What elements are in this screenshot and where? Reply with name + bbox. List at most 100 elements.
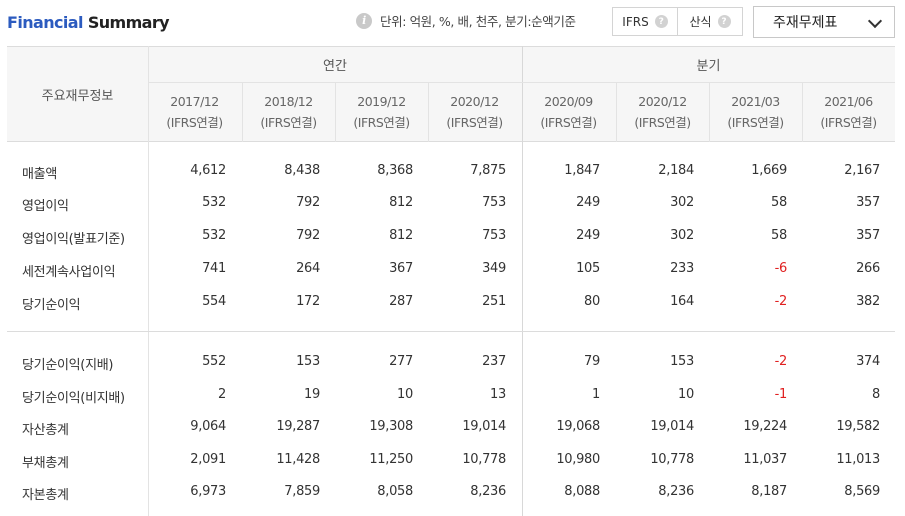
table-cell-value: 357 bbox=[856, 228, 880, 243]
column-basis: (IFRS연결) bbox=[353, 115, 410, 130]
table-cell-value: 19,582 bbox=[836, 419, 880, 434]
table-cell-value: 8,569 bbox=[844, 484, 880, 499]
table-cell-value: 19,014 bbox=[462, 419, 506, 434]
table-cell-value: 8,236 bbox=[470, 484, 506, 499]
formula-toggle-button[interactable]: 산식 ? bbox=[677, 8, 742, 35]
column-header: 2020/12 (IFRS연결) bbox=[428, 82, 521, 142]
table-cell-value: 19,308 bbox=[369, 419, 413, 434]
column-basis: (IFRS연결) bbox=[820, 115, 877, 130]
table-cell-value: 4,612 bbox=[190, 163, 226, 178]
column-period: 2021/03 bbox=[731, 94, 780, 109]
table-cell-value: 11,013 bbox=[836, 452, 880, 467]
grid-vline bbox=[522, 46, 523, 516]
table-cell-value: 58 bbox=[771, 228, 787, 243]
table-cell-value: 6,973 bbox=[190, 484, 226, 499]
column-header: 2021/06 (IFRS연결) bbox=[802, 82, 895, 142]
financial-summary-table: 주요재무정보 연간 분기 2017/12 (IFRS연결) 2018/12 (IFRS… bbox=[7, 46, 895, 516]
section-title: Financial Summary bbox=[7, 13, 170, 32]
table-cell-value: 10,980 bbox=[556, 452, 600, 467]
row-header-cell: 주요재무정보 bbox=[41, 88, 114, 104]
grid-vline bbox=[428, 82, 429, 142]
group-header-quarterly: 분기 bbox=[696, 58, 721, 74]
column-period: 2021/06 bbox=[824, 94, 873, 109]
table-cell-value: 8 bbox=[872, 387, 880, 402]
column-period: 2017/12 bbox=[170, 94, 219, 109]
section-title-part2: Summary bbox=[87, 13, 170, 32]
row-label: 매출액 bbox=[22, 167, 57, 182]
unit-info-text: 단위: 억원, %, 배, 천주, 분기:순액기준 bbox=[380, 14, 576, 29]
table-cell-value: 367 bbox=[389, 261, 413, 276]
table-cell-value: 792 bbox=[296, 195, 320, 210]
table-cell-value: 58 bbox=[771, 195, 787, 210]
table-cell-value: 10,778 bbox=[650, 452, 694, 467]
statement-select-value: 주재무제표 bbox=[773, 15, 838, 31]
ifrs-label: IFRS bbox=[622, 14, 649, 29]
grid-vline bbox=[242, 82, 243, 142]
table-cell-value: 302 bbox=[670, 228, 694, 243]
table-cell-value: 249 bbox=[576, 228, 600, 243]
grid-vline bbox=[709, 82, 710, 142]
formula-help-icon[interactable]: ? bbox=[717, 15, 731, 28]
table-cell-value: 812 bbox=[389, 228, 413, 243]
table-cell-value: 11,428 bbox=[276, 452, 320, 467]
column-header: 2019/12 (IFRS연결) bbox=[335, 82, 428, 142]
table-cell-value: 10 bbox=[678, 387, 694, 402]
table-cell-value: 172 bbox=[296, 294, 320, 309]
column-basis: (IFRS연결) bbox=[634, 115, 691, 130]
table-cell-value: 2,091 bbox=[190, 452, 226, 467]
table-cell-value: 266 bbox=[856, 261, 880, 276]
table-cell-value: 552 bbox=[202, 354, 226, 369]
column-basis: (IFRS연결) bbox=[540, 115, 597, 130]
ifrs-help-icon[interactable]: ? bbox=[654, 15, 668, 28]
table-cell-value: 11,037 bbox=[743, 452, 787, 467]
table-cell-value: 13 bbox=[490, 387, 506, 402]
table-cell-value: 753 bbox=[482, 228, 506, 243]
column-header: 2017/12 (IFRS연결) bbox=[148, 82, 241, 142]
table-cell-value: 532 bbox=[202, 228, 226, 243]
table-cell-value: 8,368 bbox=[377, 163, 413, 178]
table-cell-value: 8,438 bbox=[284, 163, 320, 178]
info-icon[interactable]: i bbox=[356, 12, 372, 29]
table-cell-value: 10 bbox=[397, 387, 413, 402]
column-header: 2018/12 (IFRS연결) bbox=[242, 82, 335, 142]
table-cell-value: 7,875 bbox=[470, 163, 506, 178]
ifrs-toggle-button[interactable]: IFRS ? bbox=[613, 8, 677, 35]
grid-vline bbox=[148, 46, 149, 516]
table-cell-value: 8,088 bbox=[564, 484, 600, 499]
table-cell-value: 233 bbox=[670, 261, 694, 276]
table-cell-value: 349 bbox=[482, 261, 506, 276]
chevron-down-icon bbox=[867, 13, 883, 29]
table-cell-value: 277 bbox=[389, 354, 413, 369]
row-label: 자산총계 bbox=[22, 423, 69, 438]
table-cell-value: -2 bbox=[774, 354, 788, 369]
column-period: 2019/12 bbox=[357, 94, 406, 109]
table-cell-value: 532 bbox=[202, 195, 226, 210]
table-cell-value: 812 bbox=[389, 195, 413, 210]
section-divider bbox=[7, 331, 895, 332]
statement-select[interactable]: 주재무제표 bbox=[753, 6, 895, 38]
table-cell-value: 105 bbox=[576, 261, 600, 276]
table-header-background bbox=[7, 46, 895, 142]
row-label: 당기순이익(지배) bbox=[22, 358, 114, 373]
table-cell-value: 9,064 bbox=[190, 419, 226, 434]
row-label: 영업이익(발표기준) bbox=[22, 232, 125, 247]
table-cell-value: -6 bbox=[774, 261, 788, 276]
table-cell-value: 8,058 bbox=[377, 484, 413, 499]
table-cell-value: 153 bbox=[296, 354, 320, 369]
column-header: 2021/03 (IFRS연결) bbox=[709, 82, 802, 142]
column-basis: (IFRS연결) bbox=[446, 115, 503, 130]
table-cell-value: 554 bbox=[202, 294, 226, 309]
row-label: 당기순이익(비지배) bbox=[22, 391, 125, 406]
table-cell-value: 237 bbox=[482, 354, 506, 369]
column-period: 2020/12 bbox=[638, 94, 687, 109]
row-label: 영업이익 bbox=[22, 199, 69, 214]
table-cell-value: 249 bbox=[576, 195, 600, 210]
grid-vline bbox=[335, 82, 336, 142]
table-cell-value: 19,068 bbox=[556, 419, 600, 434]
table-cell-value: 8,236 bbox=[658, 484, 694, 499]
table-cell-value: 11,250 bbox=[369, 452, 413, 467]
table-cell-value: 287 bbox=[389, 294, 413, 309]
table-cell-value: 251 bbox=[482, 294, 506, 309]
table-cell-value: 264 bbox=[296, 261, 320, 276]
table-cell-value: 153 bbox=[670, 354, 694, 369]
